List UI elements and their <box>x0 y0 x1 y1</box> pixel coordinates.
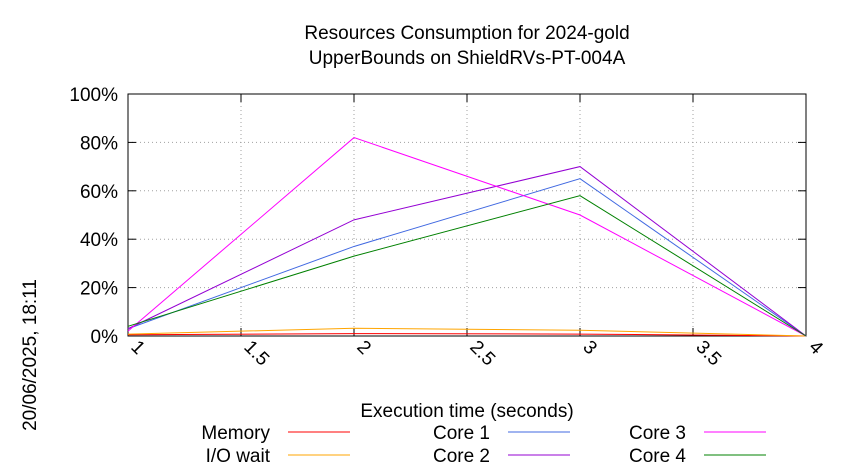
legend-label: Core 3 <box>629 423 686 444</box>
series-line-core-4 <box>127 195 807 337</box>
timestamp-label: 20/06/2025, 18:11 <box>20 279 41 431</box>
series-line-core-2 <box>127 166 807 337</box>
chart-subtitle: UpperBounds on ShieldRVs-PT-004A <box>309 48 626 69</box>
x-tick-label: 3.5 <box>691 337 725 371</box>
y-axis: 0% 20% 40% 60% 80% 100% <box>69 85 806 348</box>
x-tick-label: 1 <box>126 337 148 359</box>
y-tick-label: 0% <box>91 327 119 348</box>
y-tick-label: 20% <box>80 279 118 300</box>
legend-label: Memory <box>201 423 270 444</box>
series-line-core-1 <box>127 178 807 337</box>
legend-label: Core 2 <box>433 446 490 467</box>
x-tick-label: 2.5 <box>465 337 499 371</box>
x-tick-label: 2 <box>352 337 374 359</box>
series-line-memory <box>127 333 807 337</box>
legend-label: I/O wait <box>206 446 271 467</box>
series-lines <box>127 136 807 337</box>
chart-title: Resources Consumption for 2024-gold <box>304 23 629 44</box>
x-tick-label: 4 <box>804 337 827 360</box>
x-axis: 1 1.5 2 2.5 3 3.5 4 <box>126 94 827 370</box>
y-tick-label: 80% <box>80 133 118 154</box>
legend-label: Core 1 <box>433 423 490 444</box>
x-tick-label: 1.5 <box>239 337 273 371</box>
series-line-i-o-wait <box>127 327 807 337</box>
x-tick-label: 3 <box>578 337 600 359</box>
x-axis-label: Execution time (seconds) <box>360 401 573 422</box>
series-line-core-3 <box>127 136 807 337</box>
y-tick-label: 40% <box>80 230 118 251</box>
y-tick-label: 60% <box>80 182 118 203</box>
legend-label: Core 4 <box>629 446 686 467</box>
y-tick-label: 100% <box>69 85 118 106</box>
grid <box>128 94 806 336</box>
